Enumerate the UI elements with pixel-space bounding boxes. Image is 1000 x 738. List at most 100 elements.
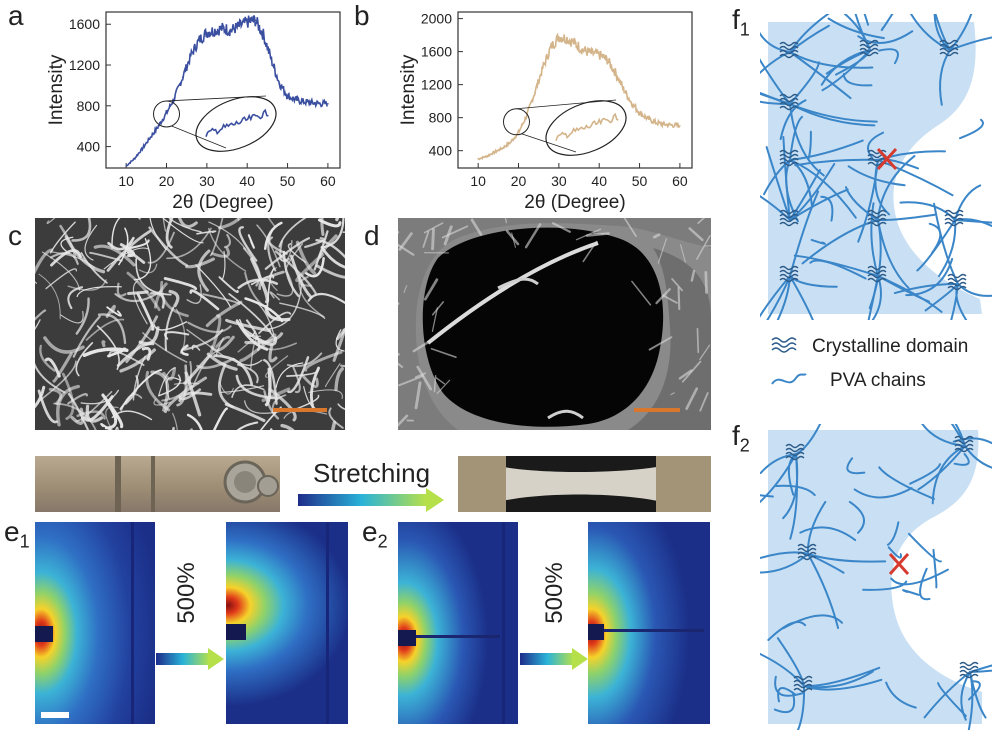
panel-label-c: c xyxy=(8,220,22,251)
x-tick-label: 60 xyxy=(672,173,688,189)
crystalline-domain-icon xyxy=(939,39,959,57)
data-point xyxy=(246,21,249,23)
saxs-e1-before xyxy=(35,522,155,724)
data-point xyxy=(614,71,617,74)
scale-bar-d xyxy=(634,408,680,412)
xrd-series-line xyxy=(125,15,328,167)
sample-photo-after xyxy=(458,456,711,512)
zoom-circle xyxy=(153,100,181,128)
data-point xyxy=(485,155,488,158)
data-point xyxy=(165,112,168,114)
data-point xyxy=(173,96,176,99)
stretching-label: Stretching xyxy=(313,458,431,488)
data-point xyxy=(646,117,649,120)
data-point xyxy=(327,102,329,105)
x-tick-label: 10 xyxy=(470,173,486,189)
y-axis-label: Intensity xyxy=(46,54,67,125)
data-point xyxy=(294,98,297,101)
data-point xyxy=(270,59,273,61)
crystalline-domain-icon xyxy=(793,675,813,693)
data-point xyxy=(509,141,512,144)
zoom-circle xyxy=(503,108,530,136)
y-tick-label: 1600 xyxy=(421,44,452,60)
data-point xyxy=(214,29,216,32)
y-tick-label: 400 xyxy=(77,139,101,155)
data-point xyxy=(566,37,568,40)
panel-label-d: d xyxy=(364,220,380,251)
x-tick-label: 50 xyxy=(280,173,296,189)
data-point xyxy=(662,123,665,126)
y-axis-label: Intensity xyxy=(398,54,419,125)
break-mark-f2 xyxy=(888,552,910,576)
data-point xyxy=(493,151,496,154)
data-point xyxy=(133,158,136,160)
crystalline-domain-icon xyxy=(771,337,797,353)
panel-label-e2: e2 xyxy=(362,516,388,552)
xrd-chart-a: 10 20 30 40 50 60 400 800 1200 1600 2θ (Degree) Int… xyxy=(46,11,341,213)
data-point xyxy=(157,125,160,127)
crystalline-domain-icon xyxy=(779,41,799,59)
gel-region-f2 xyxy=(768,430,982,724)
data-point xyxy=(671,124,673,126)
gel-region-f1 xyxy=(768,22,982,314)
data-point xyxy=(125,165,127,167)
strain-arrow-e1 xyxy=(156,648,224,670)
x-axis-label: 2θ (Degree) xyxy=(172,192,273,213)
sample-photo-before xyxy=(35,456,280,512)
x-tick-label: 20 xyxy=(511,173,527,189)
x-tick-label: 30 xyxy=(551,173,567,189)
data-point xyxy=(654,121,657,124)
crystalline-domain-icon xyxy=(859,39,879,57)
panel-label-f2: f2 xyxy=(732,420,750,456)
data-point xyxy=(189,55,192,57)
data-point xyxy=(541,67,544,69)
data-point xyxy=(302,100,305,103)
data-point xyxy=(679,125,681,127)
saxs-e2-after xyxy=(588,522,710,724)
x-tick-label: 40 xyxy=(591,173,607,189)
data-point xyxy=(310,101,313,104)
plot-frame xyxy=(105,11,341,169)
data-point xyxy=(638,111,641,114)
crystalline-domain-icon xyxy=(867,265,887,283)
crystalline-domain-icon xyxy=(779,209,799,227)
data-point xyxy=(582,49,584,51)
x-tick-label: 30 xyxy=(199,173,215,189)
crystalline-domain-icon xyxy=(947,273,967,291)
data-point xyxy=(549,46,552,49)
crystalline-domain-icon xyxy=(779,93,799,111)
x-tick-label: 10 xyxy=(118,173,134,189)
plot-frame xyxy=(457,11,693,169)
panel-label-b: b xyxy=(354,0,370,31)
xrd-chart-b: 10 20 30 40 50 60 400 800 1200 1600 2000 2θ (Degree… xyxy=(398,11,693,213)
y-tick-label: 800 xyxy=(77,98,101,114)
y-tick-label: 1200 xyxy=(421,77,452,93)
crystalline-domain-icon xyxy=(959,661,979,679)
panel-label-a: a xyxy=(8,0,24,31)
data-point xyxy=(222,27,224,30)
scale-bar-e1 xyxy=(41,712,69,718)
data-point xyxy=(141,147,144,150)
scale-bar-c xyxy=(273,408,327,412)
crystalline-domain-icon xyxy=(954,435,974,453)
data-point xyxy=(590,52,592,55)
data-point xyxy=(230,29,232,32)
strain-arrow-e2 xyxy=(520,648,588,670)
x-tick-label: 50 xyxy=(632,173,648,189)
sem-image-d xyxy=(398,218,711,430)
x-axis-label: 2θ (Degree) xyxy=(524,192,625,213)
zoom-inset-line xyxy=(205,108,269,137)
legend-icons xyxy=(771,337,807,385)
network-schematic-f1 xyxy=(760,14,992,320)
data-point xyxy=(606,59,609,61)
sem-image-c xyxy=(35,218,345,430)
data-point xyxy=(517,131,520,134)
zoom-inset-ellipse xyxy=(195,96,277,152)
data-point xyxy=(630,101,633,104)
y-tick-label: 400 xyxy=(429,143,453,159)
crystalline-domain-icon xyxy=(785,443,805,461)
crystalline-domain-icon xyxy=(944,209,964,227)
x-tick-label: 60 xyxy=(320,173,336,189)
data-point xyxy=(197,39,200,42)
pore-void xyxy=(422,227,664,427)
